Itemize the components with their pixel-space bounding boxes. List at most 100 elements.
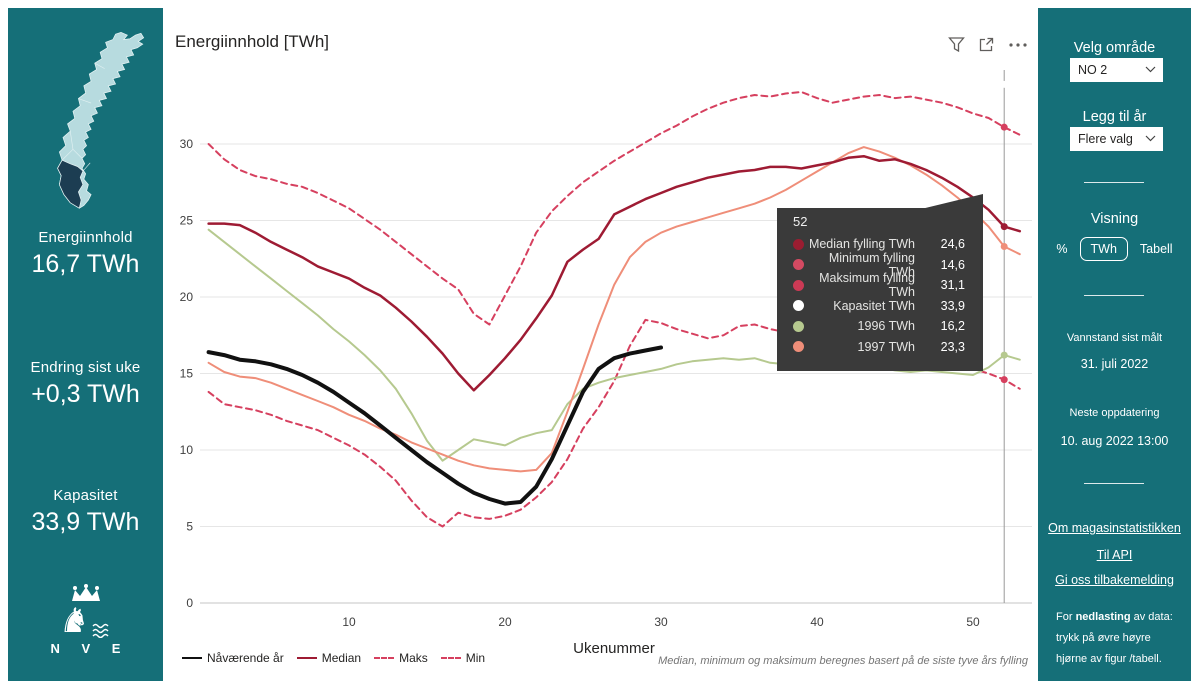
tooltip-row-value: 31,1: [940, 278, 965, 293]
legend-item-Min[interactable]: Min: [440, 651, 485, 664]
marker-1997: [1000, 243, 1008, 251]
x-axis-title: Ukenummer: [573, 640, 655, 657]
tooltip-row: Median fylling TWh 24,6: [793, 234, 965, 255]
tooltip-row-label: 1997 TWh: [857, 339, 915, 354]
x-tick-label: 30: [654, 615, 668, 629]
legend-label: Maks: [399, 651, 428, 664]
y-tick-label: 10: [180, 443, 194, 457]
tooltip-row: Kapasitet TWh 33,9: [793, 296, 965, 317]
series-Median: [207, 154, 1022, 392]
x-tick-label: 20: [498, 615, 512, 629]
legend-item-Median[interactable]: Median: [296, 651, 362, 664]
link-api[interactable]: Til API: [1096, 548, 1133, 562]
tooltip-row-value: 33,9: [940, 298, 965, 313]
y-tick-label: 0: [186, 596, 193, 610]
stat-capacity-value: 33,9 TWh: [31, 508, 140, 536]
stat-change: Endring sist uke +0,3 TWh: [8, 359, 163, 409]
norway-region-no2: [57, 159, 84, 209]
x-tick-label: 40: [810, 615, 824, 629]
tooltip-row-label: Median fylling TWh: [808, 237, 915, 252]
chevron-down-icon: [1145, 135, 1156, 142]
download-note: For nedlasting av data: trykk på øvre hø…: [1056, 611, 1173, 665]
series-1997: [207, 146, 1021, 473]
tooltip-row-value: 23,3: [940, 339, 965, 354]
legend-line-sample: [296, 656, 317, 659]
marker-Median: [1000, 223, 1008, 231]
stat-energy: Energiinnhold 16,7 TWh: [8, 229, 163, 279]
divider: [1084, 182, 1144, 183]
series-Nåværende år: [206, 345, 663, 506]
water-level-date: 31. juli 2022: [1080, 357, 1149, 371]
tooltip-row: Minimum fylling TWh 14,6: [793, 251, 965, 279]
waves-icon: [92, 623, 109, 638]
marker-1996: [1000, 351, 1008, 359]
visual-header-icons: [948, 36, 1028, 53]
add-year-label: Legg til år: [1082, 109, 1147, 125]
legend-line-sample: [440, 656, 461, 659]
link-about-statistics[interactable]: Om magasinstatistikken: [1048, 521, 1181, 535]
y-tick-label: 5: [186, 520, 193, 534]
marker-Kapasitet: [1000, 80, 1008, 88]
x-tick-label: 10: [342, 615, 356, 629]
stat-capacity: Kapasitet 33,9 TWh: [8, 487, 163, 537]
stat-change-label: Endring sist uke: [30, 359, 141, 376]
view-option-percent[interactable]: %: [1056, 242, 1068, 256]
area-select[interactable]: NO 2: [1070, 58, 1163, 82]
tooltip-row-label: Minimum fylling TWh: [828, 250, 915, 279]
stat-change-value: +0,3 TWh: [31, 380, 140, 408]
legend-label: Median: [321, 651, 362, 664]
tooltip-row: 1997 TWh 23,3: [793, 337, 965, 358]
tooltip-row: 1996 TWh 16,2: [793, 316, 965, 337]
next-update-date: 10. aug 2022 13:00: [1060, 434, 1169, 448]
y-tick-label: 25: [180, 214, 194, 228]
chart-card: Energiinnhold [TWh] 0 5 10 15 20 25 30 10 20 30 40…: [163, 8, 1038, 681]
series-color-dot: [793, 341, 804, 353]
select-area-label: Velg område: [1073, 40, 1156, 56]
series-color-dot: [793, 279, 804, 291]
left-panel: Energiinnhold 16,7 TWh Endring sist uke …: [8, 8, 163, 681]
series-color-dot: [793, 238, 804, 250]
divider: [1084, 483, 1144, 484]
y-tick-label: 20: [180, 290, 194, 304]
y-tick-label: 15: [180, 367, 194, 381]
focus-mode-icon[interactable]: [978, 36, 995, 53]
view-toggle: % TWh Tabell: [1038, 237, 1191, 261]
legend-item-Nåværende år[interactable]: Nåværende år: [182, 651, 284, 664]
nve-logo: ♞ N V E: [8, 584, 163, 655]
tooltip-row: Maksimum fylling TWh 31,1: [793, 271, 965, 299]
series-color-dot: [793, 300, 804, 312]
crown-icon: [71, 584, 100, 601]
right-panel: Velg område NO 2 Legg til år Flere valg …: [1038, 8, 1191, 681]
tooltip-week: 52: [793, 214, 808, 229]
year-select-value: Flere valg: [1078, 132, 1133, 146]
stat-capacity-label: Kapasitet: [53, 487, 118, 504]
legend-line-sample: [374, 656, 395, 659]
marker-Min: [1000, 376, 1008, 384]
stat-energy-label: Energiinnhold: [38, 229, 133, 246]
nve-logo-text: N V E: [50, 641, 130, 656]
legend-item-Maks[interactable]: Maks: [374, 651, 428, 664]
water-level-label: Vannstand sist målt: [1066, 332, 1163, 344]
year-select[interactable]: Flere valg: [1070, 127, 1163, 151]
series-color-dot: [793, 320, 804, 332]
chart-footnote: Median, minimum og maksimum beregnes bas…: [658, 655, 1028, 667]
stat-energy-value: 16,7 TWh: [31, 250, 140, 278]
legend-label: Nåværende år: [207, 651, 284, 664]
x-tick-label: 50: [966, 615, 980, 629]
view-option-twh[interactable]: TWh: [1079, 237, 1128, 261]
divider: [1084, 295, 1144, 296]
view-option-table[interactable]: Tabell: [1139, 242, 1173, 256]
tooltip-row-value: 24,6: [940, 237, 965, 252]
more-options-icon[interactable]: [1008, 36, 1028, 53]
norway-map-outline: [57, 31, 145, 209]
tooltip-row-value: 14,6: [940, 257, 965, 272]
tooltip-row-label: Kapasitet TWh: [833, 298, 915, 313]
filter-icon[interactable]: [948, 36, 965, 53]
tooltip-row-value: 16,2: [940, 319, 965, 334]
chevron-down-icon: [1145, 66, 1156, 73]
next-update-label: Neste oppdatering: [1069, 407, 1160, 419]
link-feedback[interactable]: Gi oss tilbakemelding: [1055, 573, 1174, 587]
norway-map: [57, 31, 145, 209]
horse-icon: ♞: [59, 602, 90, 640]
